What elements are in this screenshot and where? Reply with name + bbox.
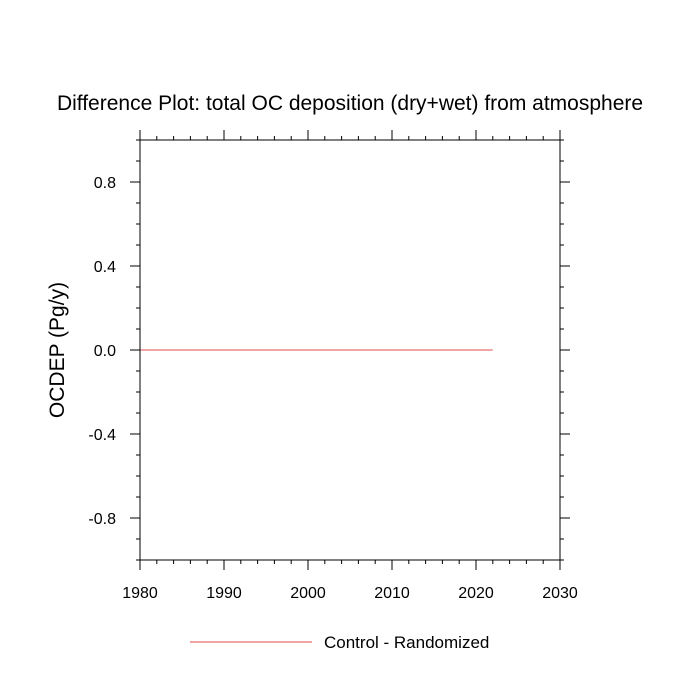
legend: Control - Randomized bbox=[190, 633, 489, 652]
chart-title: Difference Plot: total OC deposition (dr… bbox=[57, 92, 643, 115]
legend-label: Control - Randomized bbox=[324, 633, 489, 652]
x-tick-label: 1980 bbox=[122, 585, 158, 602]
y-tick-label: 0.8 bbox=[94, 175, 116, 192]
plot-frame bbox=[139, 139, 561, 561]
major-ticks bbox=[130, 130, 570, 570]
y-tick-label: 0.4 bbox=[94, 259, 116, 276]
y-tick-label: 0.0 bbox=[94, 343, 116, 360]
minor-ticks bbox=[136, 136, 564, 564]
x-tick-label: 2000 bbox=[290, 585, 326, 602]
tick-labels: 1980 1990 2000 2010 2020 2030 0.8 0.4 0.0 -0.4 -0.… bbox=[88, 175, 577, 602]
x-tick-label: 2010 bbox=[374, 585, 410, 602]
y-tick-label: -0.4 bbox=[88, 427, 116, 444]
x-tick-label: 2020 bbox=[458, 585, 494, 602]
y-axis-label: OCDEP (Pg/y) bbox=[46, 282, 69, 418]
x-tick-label: 2030 bbox=[542, 585, 578, 602]
x-tick-label: 1990 bbox=[206, 585, 242, 602]
y-tick-label: -0.8 bbox=[88, 511, 116, 528]
